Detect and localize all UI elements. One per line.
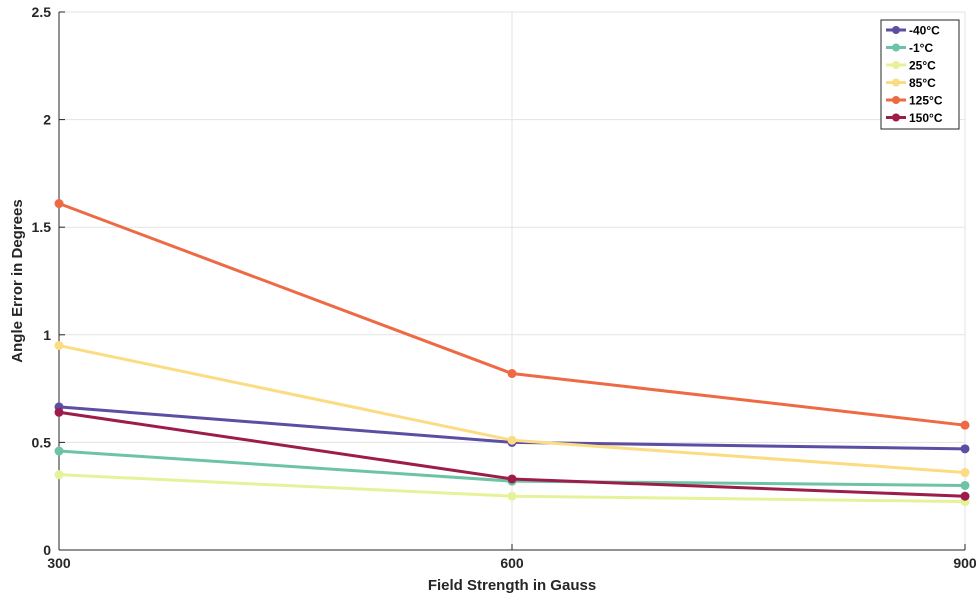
data-point [54, 407, 64, 417]
legend-swatch-marker [892, 26, 900, 34]
x-tick-label: 600 [500, 555, 524, 571]
axes: 0 0.5 1 1.5 2 2.5 300 600 900 [32, 4, 977, 571]
legend-item: 125°C [886, 94, 943, 108]
legend-item: -40°C [886, 24, 940, 38]
legend-swatch-marker [892, 43, 900, 52]
series-5 [54, 407, 970, 501]
y-axis-title: Angle Error in Degrees [9, 199, 26, 362]
series-3 [54, 341, 970, 478]
legend-label: -1°C [909, 41, 933, 55]
x-tick-label: 900 [953, 555, 977, 571]
legend-item: 25°C [886, 59, 936, 73]
data-point [960, 444, 970, 454]
y-tick-label: 1.5 [32, 219, 52, 235]
data-point [54, 446, 64, 456]
legend-swatch-marker [892, 113, 900, 122]
y-tick-label: 2.5 [32, 4, 52, 20]
legend-label: 85°C [909, 76, 936, 90]
data-point [54, 341, 64, 351]
legend-box [880, 19, 960, 130]
legend-label: 25°C [909, 59, 936, 73]
data-point [507, 435, 517, 445]
legend-label: -40°C [909, 24, 940, 38]
data-point [960, 468, 970, 478]
data-point [960, 480, 970, 490]
y-tick-label: 0 [43, 542, 51, 558]
series-4 [54, 199, 970, 430]
series-2 [54, 470, 970, 507]
x-axis-title: Field Strength in Gauss [428, 577, 596, 594]
legend-label: 150°C [909, 111, 943, 125]
legend-swatch-marker [892, 61, 900, 69]
y-tick-label: 0.5 [32, 434, 52, 450]
legend-item: 85°C [886, 76, 936, 90]
data-point [960, 491, 970, 501]
y-tick-label: 2 [43, 112, 51, 128]
legend-item: -1°C [886, 41, 933, 55]
legend-swatch-marker [892, 78, 900, 87]
data-point [507, 474, 517, 484]
data-point [54, 199, 64, 209]
data-point [54, 470, 64, 480]
legend-swatch-marker [892, 96, 900, 104]
legend-label: 125°C [909, 94, 943, 108]
y-tick-label: 1 [43, 327, 51, 343]
data-point [960, 420, 970, 430]
x-tick-label: 300 [47, 555, 71, 571]
data-point [507, 491, 517, 501]
data-point [507, 369, 517, 379]
legend: -40°C -1°C 25°C 85°C 125°C 150°C [880, 19, 960, 130]
series-group [54, 199, 970, 507]
legend-item: 150°C [886, 111, 943, 125]
